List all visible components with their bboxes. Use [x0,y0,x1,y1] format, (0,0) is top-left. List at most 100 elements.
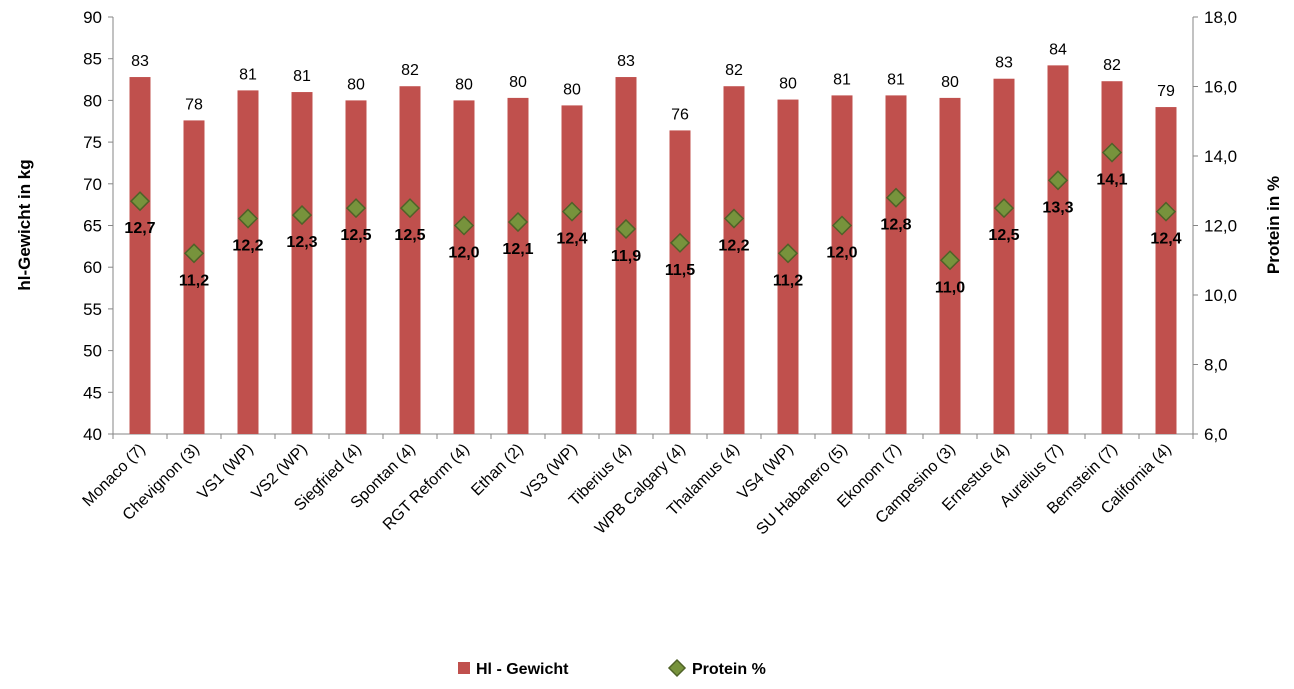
bar-data-label: 83 [995,55,1013,72]
bar-data-label: 76 [671,106,689,123]
legend-label-protein: Protein % [692,661,766,678]
points-layer [129,142,1177,271]
y-right-tick-label: 14,0 [1204,147,1237,166]
x-category-label: VS1 (WP) [195,441,257,503]
protein-data-label: 11,5 [665,262,695,279]
bar-hl-gewicht [291,92,313,434]
protein-point [723,208,745,229]
y-right-tick-label: 6,0 [1204,425,1228,444]
bar-data-label: 80 [509,74,527,91]
bar-data-label: 80 [563,81,581,98]
bar-hl-gewicht [345,100,367,435]
protein-data-label: 11,2 [179,272,209,289]
protein-data-label: 11,2 [773,272,803,289]
legend: Hl - Gewicht Protein % [458,658,766,678]
protein-data-label: 12,3 [286,234,317,251]
bar-hl-gewicht [507,97,529,434]
bar-data-label: 80 [941,74,959,91]
y-right-tick-label: 10,0 [1204,286,1237,305]
protein-data-label: 14,1 [1096,172,1127,189]
y-right-tick-label: 12,0 [1204,217,1237,236]
bar-hl-gewicht [183,120,205,434]
bar-data-label: 81 [887,71,905,88]
axes-layer: 40 45 50 55 60 65 70 75 80 85 90 6,0 8,0 10,0 12,0 14,0… [83,8,1237,444]
bar-data-label: 81 [239,66,257,83]
y-left-tick-label: 90 [83,8,102,27]
protein-point [777,243,799,264]
bar-data-label: 83 [131,53,149,70]
bar-data-label: 79 [1157,83,1175,100]
protein-data-label: 12,0 [826,245,857,262]
y-axis-right-title: Protein in % [1264,176,1283,274]
y-left-tick-label: 65 [83,217,102,236]
bar-hl-gewicht [237,90,259,434]
protein-point [1047,170,1069,191]
legend-label-hl-gewicht: Hl - Gewicht [476,661,569,678]
y-right-tick-label: 18,0 [1204,8,1237,27]
bar-data-label: 82 [725,62,743,79]
y-left-tick-label: 85 [83,50,102,69]
protein-point [831,215,853,236]
protein-data-label: 12,0 [448,245,479,262]
protein-data-label: 12,8 [880,217,911,234]
bar-data-label: 81 [293,68,311,85]
protein-point [885,187,907,208]
protein-point [453,215,475,236]
y-left-tick-label: 40 [83,425,102,444]
bar-hl-gewicht [1101,81,1123,434]
bar-hl-gewicht [831,95,853,435]
bar-data-label: 81 [833,71,851,88]
y-left-tick-label: 70 [83,175,102,194]
bar-hl-gewicht [615,77,637,434]
bar-hl-gewicht [399,86,421,435]
y-left-tick-label: 80 [83,91,102,110]
y-left-tick-label: 60 [83,258,102,277]
y-right-tick-label: 8,0 [1204,356,1228,375]
protein-point [237,208,259,229]
protein-data-label: 12,4 [556,231,587,248]
protein-point [615,218,637,240]
protein-data-label: 12,2 [718,238,749,255]
bar-data-label: 84 [1049,41,1067,58]
protein-data-label: 12,7 [124,220,155,237]
bar-hl-gewicht [885,95,907,435]
bar-hl-gewicht [993,78,1015,434]
bar-hl-gewicht [561,105,583,435]
protein-point [939,250,961,271]
y-left-tick-label: 45 [83,383,102,402]
protein-point [507,211,529,233]
x-category-label: WPB Calgary (4) [592,441,689,538]
bar-data-label: 80 [347,76,365,93]
bar-data-label: 78 [185,96,203,113]
protein-point [1101,142,1123,163]
protein-data-label: 13,3 [1042,199,1073,216]
x-category-label: SU Habanero (5) [753,441,851,539]
bar-hl-gewicht [453,100,475,435]
bar-hl-gewicht [1047,65,1069,434]
protein-point [291,205,313,226]
protein-point [1155,201,1177,222]
y-left-tick-label: 55 [83,300,102,319]
legend-swatch-hl-gewicht [458,662,470,674]
bar-hl-gewicht [669,130,691,434]
bar-data-label: 80 [779,76,797,93]
protein-point [399,198,421,219]
protein-point [561,201,583,222]
y-axis-left-title: hl-Gewicht in kg [15,159,34,290]
protein-point [183,243,205,264]
protein-data-label: 11,0 [935,279,965,296]
bar-data-label: 82 [1103,57,1121,74]
bar-hl-gewicht [129,77,151,434]
legend-marker-protein [667,658,687,678]
protein-data-label: 12,5 [340,227,371,244]
y-right-tick-label: 16,0 [1204,78,1237,97]
protein-data-label: 12,2 [232,238,263,255]
protein-data-label: 11,9 [611,248,641,265]
y-left-tick-label: 75 [83,133,102,152]
bar-hl-gewicht [723,86,745,435]
bars-layer [129,65,1177,435]
protein-data-label: 12,5 [988,227,1019,244]
y-left-tick-label: 50 [83,342,102,361]
